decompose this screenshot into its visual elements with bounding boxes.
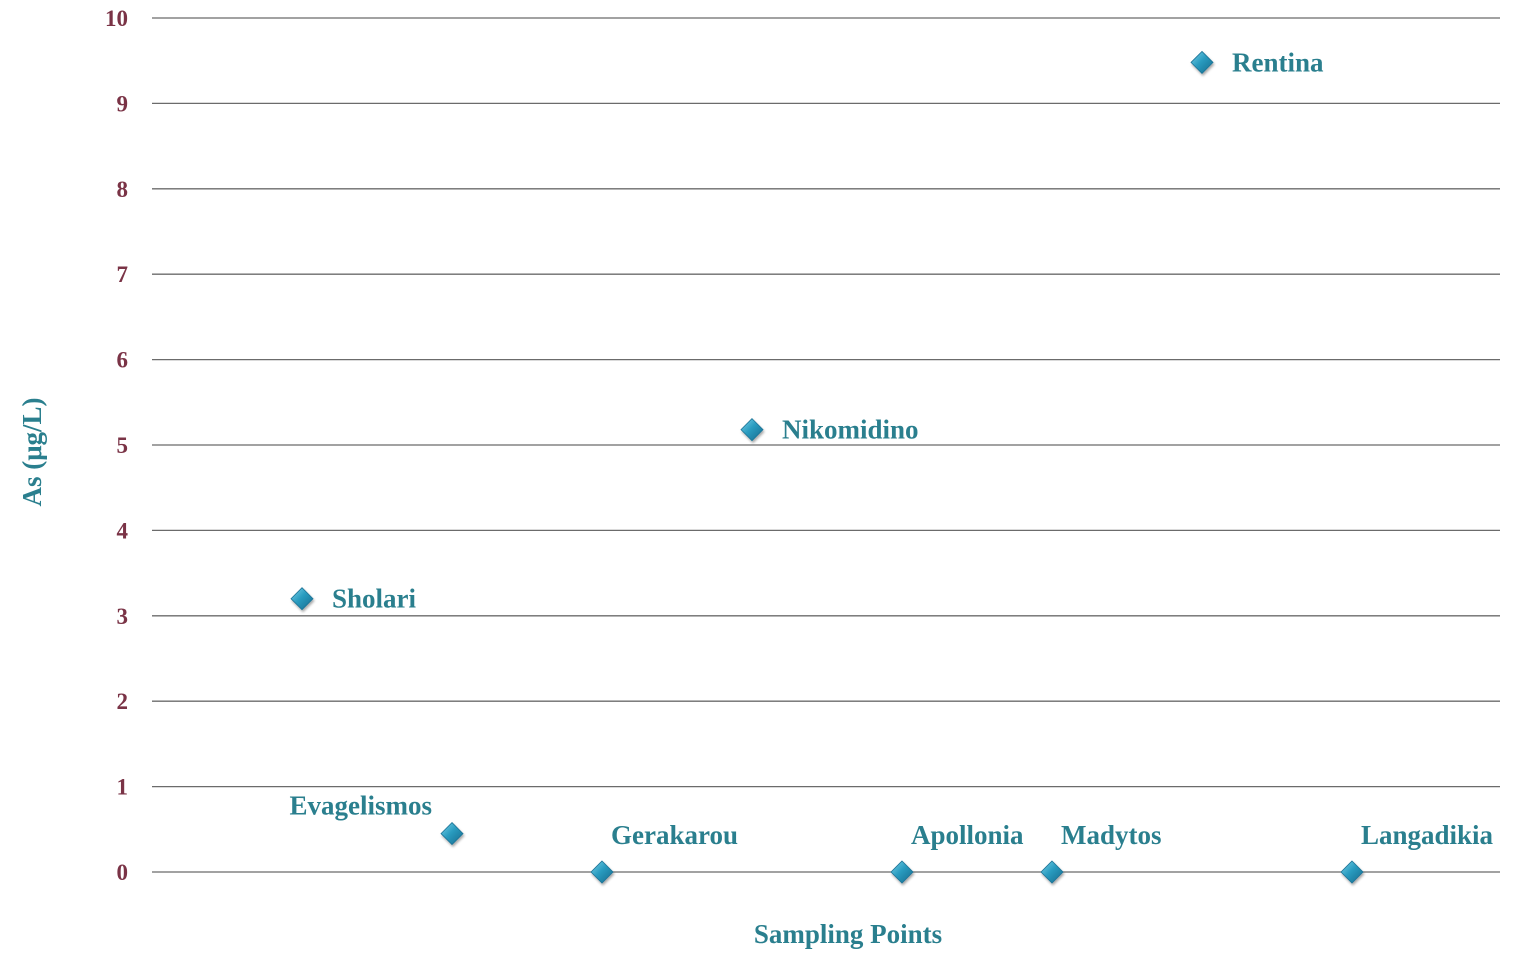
- point-label-nikomidino: Nikomidino: [782, 415, 919, 445]
- y-tick-label-3: 3: [117, 604, 129, 629]
- data-point-sholari: [290, 587, 314, 611]
- gridlines: [152, 17, 1500, 873]
- y-tick-label-6: 6: [117, 348, 129, 373]
- y-axis-title: As (μg/L): [17, 397, 47, 506]
- data-point-gerakarou: [590, 860, 614, 884]
- point-label-langadikia: Langadikia: [1361, 820, 1494, 850]
- y-tick-label-9: 9: [117, 91, 129, 116]
- data-point-apollonia: [890, 860, 914, 884]
- point-label-gerakarou: Gerakarou: [611, 820, 738, 850]
- y-tick-label-10: 10: [105, 6, 128, 31]
- data-point-evagelismos: [440, 822, 464, 846]
- point-label-evagelismos: Evagelismos: [289, 791, 432, 821]
- y-tick-label-1: 1: [117, 775, 129, 800]
- y-axis-tick-labels: 0 1 2 3 4 5 6 7 8 9 10: [105, 6, 129, 885]
- data-point-madytos: [1040, 860, 1064, 884]
- y-tick-label-4: 4: [117, 518, 129, 543]
- data-point-langadikia: [1340, 860, 1364, 884]
- data-point-nikomidino: [740, 418, 764, 442]
- y-tick-label-7: 7: [117, 262, 129, 287]
- y-tick-label-0: 0: [117, 860, 129, 885]
- x-axis-title: Sampling Points: [754, 919, 942, 949]
- point-label-sholari: Sholari: [332, 584, 417, 614]
- point-label-madytos: Madytos: [1061, 820, 1162, 850]
- y-tick-label-8: 8: [117, 177, 129, 202]
- data-points: [290, 50, 1364, 884]
- data-point-labels: Sholari Evagelismos Gerakarou Nikomidino Apo…: [289, 47, 1493, 850]
- data-point-rentina: [1190, 50, 1214, 74]
- y-tick-label-2: 2: [117, 689, 129, 714]
- y-tick-label-5: 5: [117, 433, 129, 458]
- point-label-apollonia: Apollonia: [911, 820, 1024, 850]
- point-label-rentina: Rentina: [1232, 47, 1324, 77]
